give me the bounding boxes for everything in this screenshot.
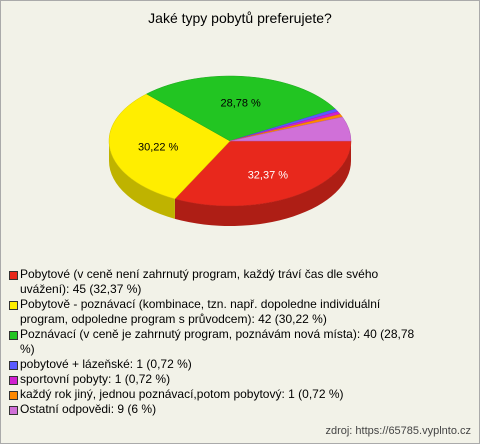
slice xyxy=(174,140,352,207)
slice xyxy=(146,75,336,142)
slice xyxy=(229,116,352,142)
legend-item: Poznávací (v ceně je zahrnutý program, p… xyxy=(9,327,429,357)
slice xyxy=(108,93,231,200)
legend-swatch xyxy=(9,361,18,370)
legend-item: sportovní pobyty: 1 (0,72 %) xyxy=(9,372,429,387)
slice-side xyxy=(108,141,175,219)
pie-sides xyxy=(108,141,351,226)
legend-item: Ostatní odpovědi: 9 (6 %) xyxy=(9,402,429,417)
legend-item: pobytové + lázeňské: 1 (0,72 %) xyxy=(9,357,429,372)
legend-item: Pobytově - poznávací (kombinace, tzn. na… xyxy=(9,297,429,327)
slice-side xyxy=(174,141,351,226)
source: zdroj: https://65785.vyplnto.cz xyxy=(325,425,471,437)
legend-item: každý rok jiný, jednou poznávací,potom p… xyxy=(9,387,429,402)
legend-label: Pobytové (v ceně není zahrnutý program, … xyxy=(20,267,379,296)
pie-area: Jaké typy pobytů preferujete? 32,37 % 30,… xyxy=(108,10,352,226)
legend-label: Poznávací (v ceně je zahrnutý program, p… xyxy=(20,327,415,356)
slice-label: 32,37 % xyxy=(248,169,289,181)
legend-label: Pobytově - poznávací (kombinace, tzn. na… xyxy=(20,297,381,326)
legend-swatch xyxy=(9,271,18,280)
legend-label: Ostatní odpovědi: 9 (6 %) xyxy=(20,402,157,416)
slice-label: 30,22 % xyxy=(138,142,179,154)
legend: Pobytové (v ceně není zahrnutý program, … xyxy=(9,267,429,417)
legend-label: pobytové + lázeňské: 1 (0,72 %) xyxy=(20,357,192,371)
legend-item: Pobytové (v ceně není zahrnutý program, … xyxy=(9,267,429,297)
legend-swatch xyxy=(9,301,18,310)
legend-swatch xyxy=(9,376,18,385)
slice-label: 28,78 % xyxy=(220,97,261,109)
legend-swatch xyxy=(9,406,18,415)
legend-label: každý rok jiný, jednou poznávací,potom p… xyxy=(20,387,344,401)
chart-title: Jaké typy pobytů preferujete? xyxy=(148,10,332,26)
legend-label: sportovní pobyty: 1 (0,72 %) xyxy=(20,372,171,386)
legend-swatch xyxy=(9,331,18,340)
legend-swatch xyxy=(9,391,18,400)
